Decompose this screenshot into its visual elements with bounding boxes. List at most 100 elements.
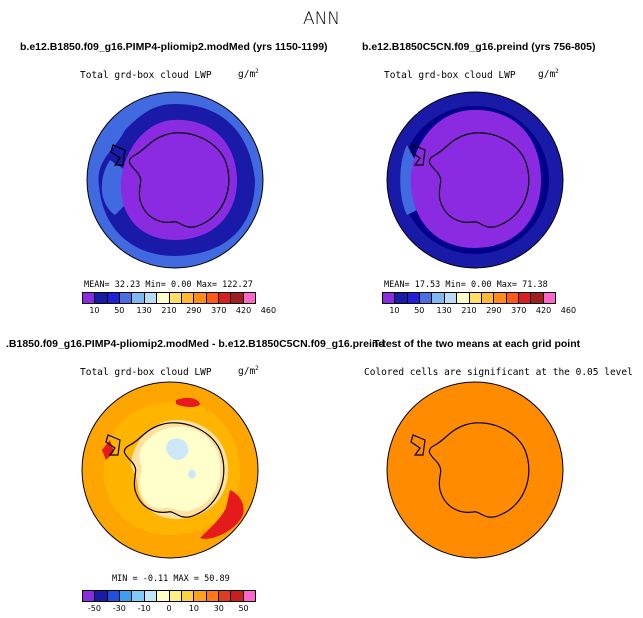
- colorbar-tr-tick-label: 210: [461, 306, 477, 315]
- colorbar-tl-swatch: [95, 293, 108, 303]
- panel-tr-stats: MEAN= 17.53 Min= 0.00 Max= 71.38: [384, 280, 548, 290]
- colorbar-bl-swatch: [218, 591, 232, 601]
- map-tl: [86, 91, 264, 269]
- colorbar-bl-tick-label: 50: [238, 604, 249, 613]
- map-br-coast: [410, 422, 530, 518]
- colorbar-tr-swatch: [457, 293, 470, 303]
- colorbar-bl-swatch: [95, 591, 108, 601]
- colorbar-tr: 10 50 130 210 290 370 420 460: [382, 292, 576, 315]
- panel-bl-title: .B1850.f09_g16.PIMP4-pliomip2.modMed - b…: [6, 338, 385, 350]
- map-tr: [386, 91, 564, 269]
- colorbar-tl-tick-label: 10: [89, 306, 100, 315]
- colorbar-bl-swatch: [83, 591, 96, 601]
- colorbar-tl-labels: 10 50 130 210 290 370 420 460: [82, 306, 276, 318]
- colorbar-tr-swatch: [531, 293, 544, 303]
- colorbar-tl-swatch: [218, 293, 232, 303]
- colorbar-tr-tick-label: 370: [511, 306, 527, 315]
- colorbar-tl-swatch: [144, 293, 158, 303]
- colorbar-tl-swatch: [107, 293, 121, 303]
- colorbar-tl-tick-label: 460: [260, 306, 277, 315]
- colorbar-tl-swatch: [206, 293, 219, 303]
- colorbar-bl-tick-label: 30: [213, 604, 224, 613]
- colorbar-tl-swatch: [243, 293, 256, 303]
- colorbar-bl-tick-label: -50: [87, 604, 101, 613]
- colorbar-tr-swatch: [383, 293, 396, 303]
- panel-bl-field: Total grd-box cloud LWP: [80, 367, 212, 378]
- map-tr-coast: [410, 132, 530, 228]
- colorbar-tl-swatch: [157, 293, 170, 303]
- colorbar-bl-tick-label: 0: [166, 604, 172, 613]
- colorbar-tr-tick-label: 420: [535, 306, 552, 315]
- colorbar-tr-swatch: [518, 293, 532, 303]
- colorbar-tr-swatch: [407, 293, 421, 303]
- panel-bl-stats: MIN = -0.11 MAX = 50.89: [112, 574, 230, 584]
- panel-br-title: T-test of the two means at each grid poi…: [373, 338, 581, 350]
- colorbar-tr-tick-label: 10: [389, 306, 400, 315]
- colorbar-tl-tick-label: 130: [136, 306, 152, 315]
- map-bl-spot: [166, 438, 196, 479]
- panel-tr-units: g/m2: [538, 68, 559, 81]
- colorbar-tl-swatch: [120, 293, 133, 303]
- colorbar-tr-tick-label: 130: [436, 306, 452, 315]
- map-tl-coast: [110, 132, 230, 228]
- colorbar-tl-swatch: [194, 293, 207, 303]
- colorbar-tr-swatch: [444, 293, 458, 303]
- panel-bl-units: g/m2: [238, 365, 259, 378]
- colorbar-bl-swatch: [231, 591, 244, 601]
- colorbar-tr-swatch: [432, 293, 445, 303]
- colorbar-tr-tick-label: 290: [486, 306, 502, 315]
- panel-tl-stats: MEAN= 32.23 Min= 0.00 Max= 122.27: [84, 280, 253, 290]
- map-br: [386, 381, 564, 559]
- colorbar-bl-swatch: [206, 591, 219, 601]
- panel-br-note: Colored cells are significant at the 0.0…: [364, 367, 633, 378]
- colorbar-tl-swatch: [181, 293, 195, 303]
- colorbar-bl-swatch: [194, 591, 207, 601]
- colorbar-tl: 10 50 130 210 290 370 420 460: [82, 292, 276, 315]
- colorbar-tl-swatch: [169, 293, 182, 303]
- colorbar-tl-tick-label: 50: [114, 306, 125, 315]
- colorbar-bl-swatch: [157, 591, 170, 601]
- colorbar-bl-swatches: [82, 590, 256, 602]
- colorbar-tl-swatch: [132, 293, 145, 303]
- colorbar-bl-tick-label: 10: [188, 604, 199, 613]
- map-bl-red-right: [200, 490, 244, 539]
- colorbar-tl-swatch: [231, 293, 244, 303]
- colorbar-bl-swatch: [181, 591, 195, 601]
- colorbar-bl-swatch: [144, 591, 158, 601]
- colorbar-tr-swatch: [395, 293, 408, 303]
- colorbar-tr-swatch: [469, 293, 482, 303]
- colorbar-tr-tick-label: 460: [560, 306, 577, 315]
- map-tl-inner: [120, 119, 238, 240]
- colorbar-bl-swatch: [107, 591, 121, 601]
- colorbar-bl-tick-label: -30: [112, 604, 126, 613]
- colorbar-tr-tick-label: 50: [414, 306, 425, 315]
- colorbar-tr-swatches: [382, 292, 556, 304]
- map-bl: [81, 381, 259, 559]
- page-title: ANN: [302, 9, 341, 29]
- colorbar-tl-tick-label: 290: [186, 306, 202, 315]
- colorbar-tl-swatch: [83, 293, 96, 303]
- map-br-disk: [386, 381, 564, 559]
- panel-tr-title: b.e12.B1850C5CN.f09_g16.preind (yrs 756-…: [362, 41, 596, 53]
- colorbar-tr-swatch: [481, 293, 495, 303]
- map-bl-land: [139, 426, 221, 512]
- colorbar-bl: -50 -30 -10 0 10 30 50: [82, 590, 256, 613]
- map-bl-coast: [105, 422, 225, 518]
- panel-tl-units: g/m2: [238, 68, 259, 81]
- colorbar-bl-labels: -50 -30 -10 0 10 30 50: [82, 604, 256, 616]
- colorbar-tr-swatch: [420, 293, 433, 303]
- panel-tl-field: Total grd-box cloud LWP: [80, 70, 212, 81]
- colorbar-tl-tick-label: 420: [235, 306, 252, 315]
- colorbar-tr-swatch: [494, 293, 507, 303]
- colorbar-tl-swatches: [82, 292, 256, 304]
- colorbar-tl-tick-label: 370: [211, 306, 227, 315]
- map-tr-inner: [410, 109, 542, 248]
- colorbar-bl-tick-label: -10: [137, 604, 151, 613]
- map-bl-red-top: [176, 397, 200, 407]
- panel-tr-field: Total grd-box cloud LWP: [384, 70, 516, 81]
- colorbar-tr-swatch: [506, 293, 519, 303]
- panel-tl-title: b.e12.B1850.f09_g16.PIMP4-pliomip2.modMe…: [20, 41, 328, 53]
- colorbar-tl-tick-label: 210: [161, 306, 177, 315]
- colorbar-bl-swatch: [169, 591, 182, 601]
- colorbar-bl-swatch: [132, 591, 145, 601]
